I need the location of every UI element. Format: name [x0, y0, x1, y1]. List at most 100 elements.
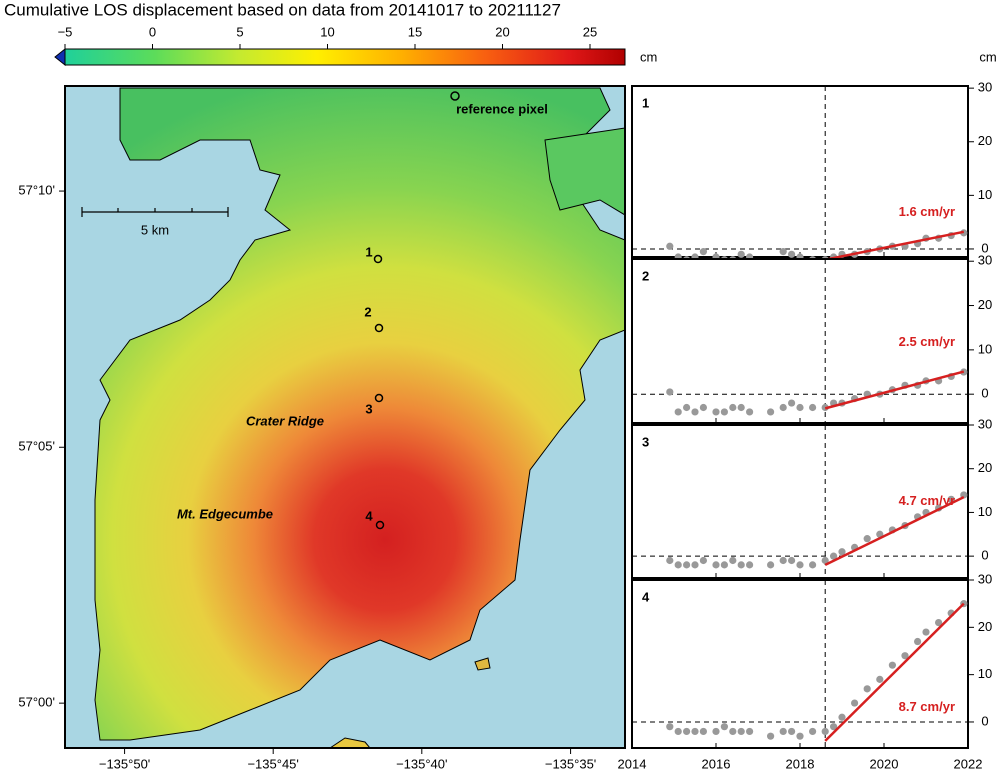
- panel-label: 2: [642, 268, 649, 283]
- edgecumbe-label: Mt. Edgecumbe: [177, 506, 273, 521]
- data-point: [746, 561, 754, 569]
- data-point: [720, 561, 729, 569]
- y-tick-label: 30: [978, 253, 992, 268]
- data-point: [767, 408, 775, 416]
- data-point: [720, 723, 729, 731]
- panel-label: 4: [642, 589, 650, 604]
- y-tick-label: 20: [978, 619, 992, 634]
- scale-label: 5 km: [141, 222, 169, 237]
- y-tick-label: 0: [981, 713, 988, 728]
- data-point: [666, 388, 674, 396]
- panel-label: 3: [642, 434, 649, 449]
- point-label: 3: [365, 401, 372, 416]
- data-point: [863, 535, 871, 543]
- data-point: [746, 408, 754, 416]
- colorbar-tick-label: 15: [408, 24, 422, 39]
- trend-label: 8.7 cm/yr: [899, 699, 955, 714]
- data-point: [737, 561, 745, 569]
- trend-line: [824, 496, 965, 567]
- y-tick-label: 10: [978, 504, 992, 519]
- map-x-tick-label: −135°45': [247, 756, 298, 771]
- reference-marker: [450, 91, 460, 101]
- data-point: [746, 727, 754, 736]
- point-label: 4: [365, 508, 373, 523]
- map-x-tick-label: −135°35': [545, 756, 596, 771]
- trend-line: [824, 602, 965, 742]
- data-point: [699, 403, 708, 412]
- map-y-tick-label: 57°10': [18, 182, 55, 197]
- data-point: [821, 727, 829, 736]
- island: [94, 87, 625, 741]
- data-point: [683, 561, 691, 569]
- y-tick-label: 30: [978, 80, 992, 95]
- data-point: [838, 548, 846, 556]
- panel-frame: [631, 258, 969, 424]
- data-point: [809, 561, 817, 569]
- data-point: [809, 403, 817, 412]
- reference-label: reference pixel: [456, 101, 548, 116]
- data-point: [729, 403, 737, 412]
- data-point: [691, 408, 699, 416]
- data-point: [788, 250, 796, 258]
- data-point: [851, 699, 859, 707]
- islet: [474, 657, 491, 671]
- data-point: [729, 556, 737, 565]
- island-south: [329, 737, 371, 748]
- data-point: [788, 399, 796, 407]
- y-tick-label: 10: [978, 341, 992, 356]
- colorbar-unit: cm: [640, 49, 657, 64]
- data-point: [666, 242, 674, 250]
- y-tick-label: 10: [978, 666, 992, 681]
- data-point: [666, 556, 674, 565]
- colorbar-arrow: [54, 47, 66, 67]
- y-tick-label: 0: [981, 386, 988, 401]
- data-point: [674, 727, 682, 736]
- point-marker: [374, 323, 384, 333]
- data-point: [796, 732, 804, 740]
- data-point: [838, 713, 846, 721]
- data-point: [935, 618, 943, 627]
- y-tick-label: 20: [978, 297, 992, 312]
- data-point: [691, 561, 699, 569]
- data-point: [779, 556, 787, 565]
- map-y-tick-label: 57°00': [18, 695, 55, 710]
- point-label: 2: [364, 304, 371, 319]
- data-point: [821, 556, 829, 565]
- data-point: [712, 727, 720, 736]
- island-east: [544, 127, 625, 216]
- data-point: [767, 561, 775, 569]
- map-x-tick-label: −135°40': [396, 756, 447, 771]
- y-tick-label: 30: [978, 416, 992, 431]
- data-point: [737, 250, 745, 258]
- crater-label: Crater Ridge: [246, 413, 324, 428]
- x-tick-label: 2018: [786, 756, 815, 771]
- data-point: [699, 248, 708, 256]
- trend-label: 4.7 cm/yr: [899, 493, 955, 508]
- data-point: [674, 408, 682, 416]
- point-marker: [375, 520, 385, 530]
- data-point: [683, 727, 691, 736]
- timeseries-unit: cm: [979, 49, 996, 64]
- y-tick-label: 0: [981, 240, 988, 255]
- data-point: [796, 403, 804, 412]
- data-point: [712, 408, 720, 416]
- colorbar-tick-label: 5: [236, 24, 243, 39]
- x-tick-label: 2020: [870, 756, 899, 771]
- data-point: [699, 556, 708, 565]
- x-tick-label: 2016: [702, 756, 731, 771]
- point-marker: [374, 393, 384, 403]
- y-tick-label: 30: [978, 571, 992, 586]
- data-point: [779, 403, 787, 412]
- data-point: [737, 727, 745, 736]
- data-point: [796, 561, 804, 569]
- figure-title: Cumulative LOS displacement based on dat…: [4, 0, 561, 19]
- map-y-tick-label: 57°05': [18, 439, 55, 454]
- data-point: [901, 652, 909, 660]
- y-tick-label: 20: [978, 460, 992, 475]
- data-point: [767, 732, 775, 740]
- colorbar-tick-label: −5: [58, 24, 73, 39]
- data-point: [729, 727, 737, 736]
- data-point: [674, 561, 682, 569]
- trend-label: 1.6 cm/yr: [899, 204, 955, 219]
